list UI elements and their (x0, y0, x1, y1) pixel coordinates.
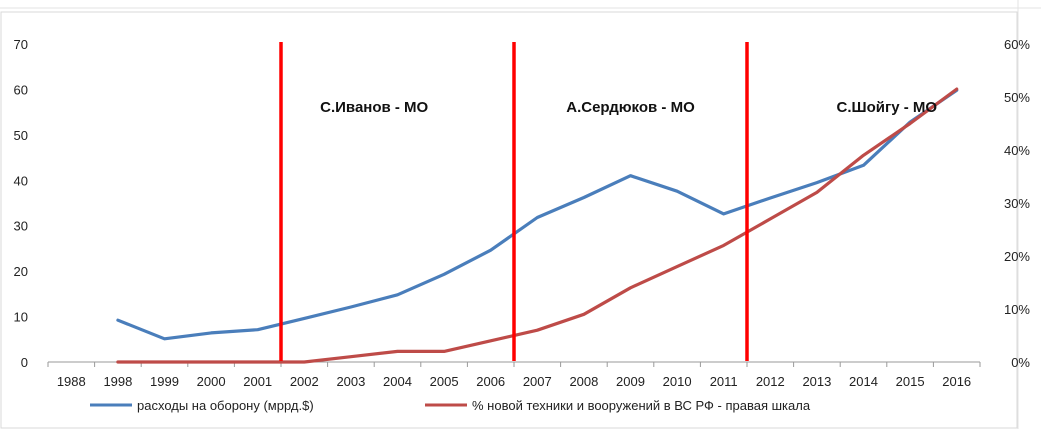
y-tick-label: 60 (14, 82, 28, 97)
x-tick-label: 2007 (523, 374, 552, 389)
y2-tick-label: 60% (1004, 37, 1030, 52)
x-tick-label: 1988 (57, 374, 86, 389)
y-tick-label: 30 (14, 219, 28, 234)
y-tick-label: 70 (14, 37, 28, 52)
legend-label-2: % новой техники и вооружений в ВС РФ - п… (472, 398, 811, 413)
x-tick-label: 1999 (150, 374, 179, 389)
minister-label-2: А.Сердюков - МО (566, 99, 695, 116)
x-tick-label: 1998 (103, 374, 132, 389)
x-tick-label: 2005 (430, 374, 459, 389)
annotations: С.Иванов - МО А.Сердюков - МО С.Шойгу - МО (320, 99, 937, 116)
plot-area (0, 11, 1018, 429)
x-tick-label: 2003 (336, 374, 365, 389)
y2-tick-label: 40% (1004, 143, 1030, 158)
y-tick-label: 0 (21, 355, 28, 370)
x-tick-label: 2004 (383, 374, 412, 389)
x-tick-label: 2001 (243, 374, 272, 389)
x-tick-label: 2011 (710, 374, 738, 389)
y-tick-label: 20 (14, 264, 28, 279)
x-tick-label: 2010 (663, 374, 692, 389)
y2-tick-label: 20% (1004, 249, 1030, 264)
y2-tick-label: 10% (1004, 302, 1030, 317)
x-tick-label: 2006 (476, 374, 505, 389)
x-tick-label: 2014 (849, 374, 878, 389)
y-tick-label: 50 (14, 128, 28, 143)
y2-tick-label: 50% (1004, 90, 1030, 105)
x-tick-label: 2013 (802, 374, 831, 389)
y-tick-label: 40 (14, 173, 28, 188)
series-line-1 (116, 88, 959, 341)
x-tick-label: 2008 (569, 374, 598, 389)
y2-tick-label: 30% (1004, 196, 1030, 211)
x-tick-label: 2016 (942, 374, 971, 389)
y-tick-label: 10 (14, 310, 28, 325)
x-tick-label: 2009 (616, 374, 645, 389)
vertical-markers (279, 42, 749, 361)
x-tick-label: 2000 (197, 374, 226, 389)
series-lines (116, 87, 959, 364)
legend: расходы на оборону (мррд.$) % новой техни… (90, 398, 811, 413)
axes: 1988 1998 1999 2000 2001 2002 2003 2004 2005 2006… (14, 37, 1031, 389)
series-line-2 (116, 87, 959, 364)
minister-label-3: С.Шойгу - МО (837, 99, 938, 116)
x-tick-label: 2015 (896, 374, 925, 389)
minister-label-1: С.Иванов - МО (320, 99, 428, 116)
x-tick-label: 2002 (290, 374, 319, 389)
x-tick-label: 2012 (756, 374, 785, 389)
y2-tick-label: 0% (1011, 355, 1030, 370)
legend-label-1: расходы на оборону (мррд.$) (137, 398, 314, 413)
